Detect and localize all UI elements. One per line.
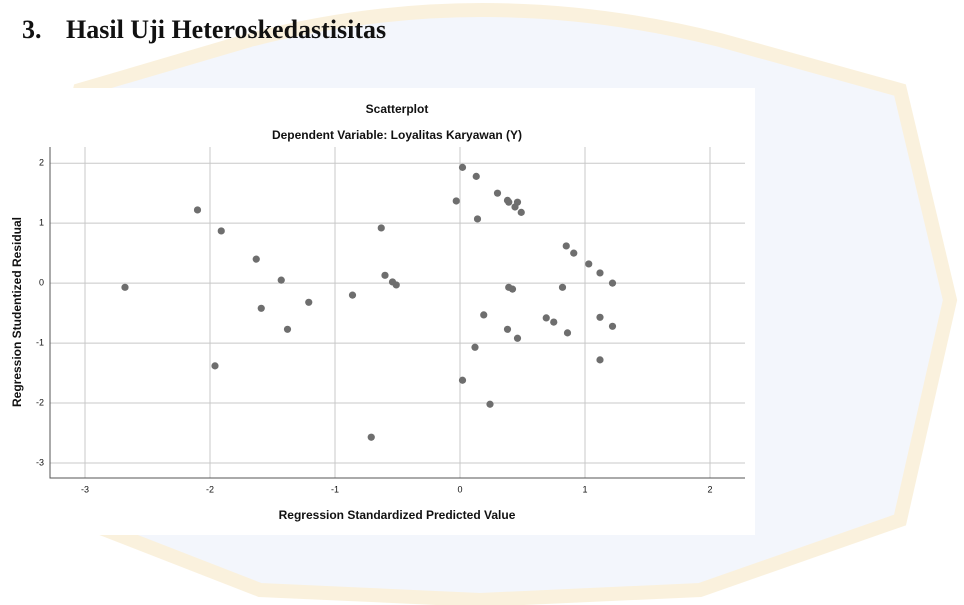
x-tick-label: 0 xyxy=(457,484,462,494)
x-tick-label: -3 xyxy=(81,484,89,494)
point xyxy=(277,276,285,284)
axis-frame xyxy=(49,147,745,479)
chart-subtitle: Dependent Variable: Loyalitas Karyawan (… xyxy=(272,128,522,142)
point xyxy=(517,208,525,216)
x-tick-label: -1 xyxy=(331,484,339,494)
point xyxy=(472,172,480,180)
point xyxy=(562,242,570,250)
point xyxy=(505,198,513,206)
y-axis-label: Regression Studentized Residual xyxy=(10,217,24,407)
y-tick-label: -1 xyxy=(36,337,44,347)
chart-title: Scatterplot xyxy=(366,102,429,116)
point xyxy=(348,291,357,299)
point xyxy=(367,433,375,441)
point xyxy=(513,334,522,342)
point xyxy=(508,285,517,293)
point xyxy=(252,255,260,263)
y-tick-label: -2 xyxy=(36,397,44,407)
point xyxy=(392,281,400,289)
heading-number: 3. xyxy=(22,15,42,44)
point xyxy=(608,322,617,330)
y-tick-label: -3 xyxy=(36,457,44,467)
point xyxy=(305,298,313,306)
point xyxy=(121,283,129,291)
point xyxy=(486,400,494,408)
point xyxy=(570,249,578,257)
point xyxy=(503,325,512,333)
point xyxy=(480,311,488,319)
point xyxy=(458,376,467,384)
y-tick-label: 0 xyxy=(39,277,44,287)
point xyxy=(550,318,558,326)
point xyxy=(596,269,604,277)
point xyxy=(585,260,593,268)
x-tick-label: 1 xyxy=(582,484,587,494)
point xyxy=(493,189,502,197)
x-axis-label: Regression Standardized Predicted Value xyxy=(279,508,516,522)
point xyxy=(511,203,519,211)
x-tick-label: 2 xyxy=(707,484,712,494)
point xyxy=(381,271,389,279)
y-tick-label: 2 xyxy=(39,158,44,168)
point xyxy=(452,197,460,205)
point xyxy=(193,206,202,214)
point xyxy=(257,304,265,312)
y-tick-label: 1 xyxy=(39,218,44,228)
chart-background xyxy=(10,88,755,535)
point xyxy=(217,227,225,235)
point xyxy=(283,325,292,333)
point xyxy=(558,283,567,291)
point xyxy=(596,356,604,364)
point xyxy=(471,343,479,351)
x-tick-label: -2 xyxy=(206,484,214,494)
point xyxy=(596,313,604,321)
point xyxy=(211,362,219,370)
heading-text: Hasil Uji Heteroskedastisitas xyxy=(66,15,386,44)
point xyxy=(542,314,550,322)
point xyxy=(377,224,385,232)
point xyxy=(458,163,467,171)
point xyxy=(608,279,617,287)
point xyxy=(473,215,482,223)
point xyxy=(563,329,572,337)
